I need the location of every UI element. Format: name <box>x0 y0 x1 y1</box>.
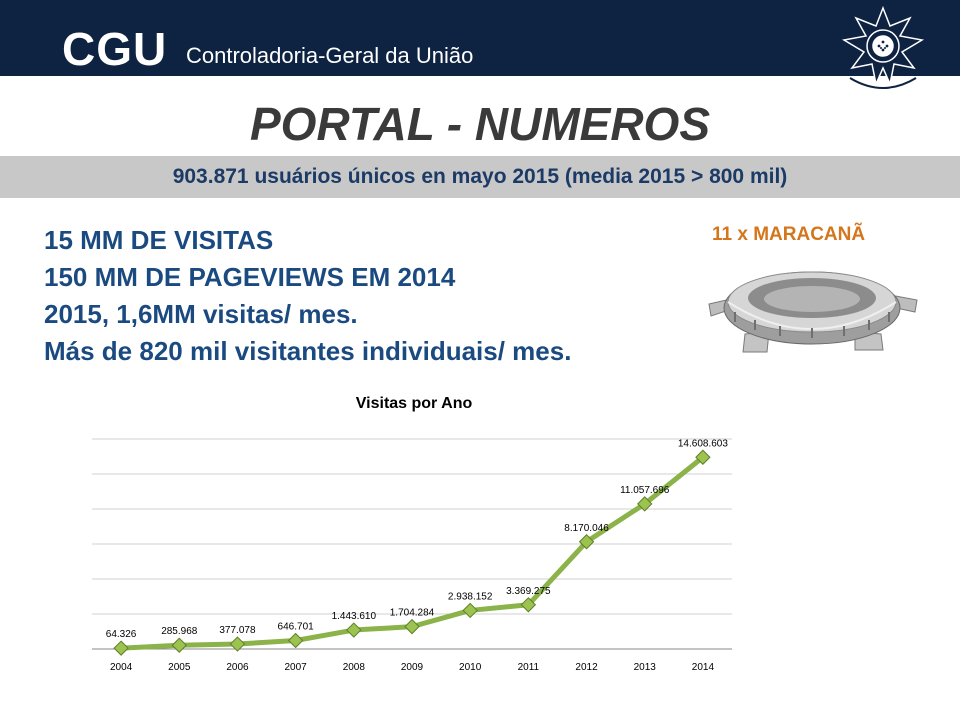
x-tick-label: 2006 <box>226 662 249 673</box>
data-label: 2.938.152 <box>448 591 493 602</box>
x-tick-label: 2005 <box>168 662 191 673</box>
x-tick-label: 2012 <box>575 662 598 673</box>
visits-line-chart: Visitas por Ano 2004 2005 2006 2007 2008 2009… <box>92 395 732 673</box>
data-point-marker <box>171 637 187 653</box>
x-tick-label: 2009 <box>401 662 424 673</box>
data-point-marker <box>637 496 653 512</box>
x-tick-label: 2014 <box>692 662 715 673</box>
page-title: PORTAL - NUMEROS <box>249 98 711 150</box>
x-tick-label: 2010 <box>459 662 482 673</box>
data-label: 14.608.603 <box>678 438 728 449</box>
data-point-marker <box>462 602 478 619</box>
visits-chart: Visitas por Ano 2004 2005 2006 2007 2008 2009… <box>42 376 748 680</box>
stats-list: 15 MM DE VISITAS 150 MM DE PAGEVIEWS EM … <box>44 222 571 370</box>
data-label: 64.326 <box>106 629 137 640</box>
data-label: 377.078 <box>219 625 256 636</box>
data-point-marker <box>229 636 246 652</box>
data-point-marker <box>287 632 304 649</box>
data-label: 285.968 <box>161 626 198 637</box>
cgu-logo: CGU <box>62 23 168 75</box>
maracana-stadium-icon <box>708 271 918 353</box>
data-point-marker <box>346 622 362 638</box>
data-label: 646.701 <box>278 622 315 633</box>
data-point-marker <box>695 449 711 465</box>
data-point-marker <box>113 640 129 656</box>
stat-line: 15 MM DE VISITAS <box>44 225 274 255</box>
data-label: 3.369.275 <box>506 586 551 597</box>
data-point-marker <box>578 534 595 550</box>
data-label: 8.170.046 <box>564 523 609 534</box>
highlight-text: 903.871 usuários únicos en mayo 2015 (me… <box>172 165 788 188</box>
data-point-marker <box>404 618 420 635</box>
stat-line: Más de 820 mil visitantes individuais/ m… <box>44 336 572 366</box>
data-label: 1.704.284 <box>390 608 435 619</box>
x-tick-label: 2007 <box>285 662 308 673</box>
data-point-marker <box>520 597 537 613</box>
data-label: 1.443.610 <box>332 611 377 622</box>
x-tick-label: 2008 <box>343 662 366 673</box>
chart-title: Visitas por Ano <box>356 395 473 412</box>
highlight-band: 903.871 usuários únicos en mayo 2015 (me… <box>0 156 960 198</box>
stat-line: 2015, 1,6MM visitas/ mes. <box>44 299 358 329</box>
data-label: 11.057.696 <box>620 485 670 496</box>
x-tick-label: 2004 <box>110 662 133 673</box>
stat-line: 150 MM DE PAGEVIEWS EM 2014 <box>44 262 456 292</box>
x-tick-label: 2011 <box>518 662 540 673</box>
x-tick-label: 2013 <box>634 662 657 673</box>
brazil-coat-of-arms-icon <box>841 5 925 91</box>
header-bar: CGU Controladoria-Geral da União <box>0 0 960 76</box>
org-name: Controladoria-Geral da União <box>186 43 474 68</box>
maracana-label: 11 x MARACANÃ <box>712 224 866 245</box>
